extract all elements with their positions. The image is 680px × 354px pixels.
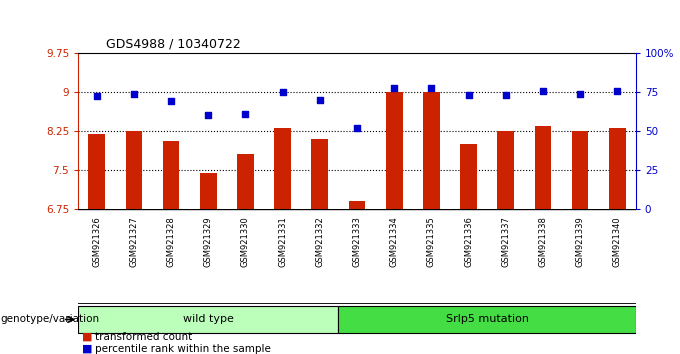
Point bbox=[203, 113, 214, 118]
Bar bbox=[274, 129, 291, 209]
Bar bbox=[349, 201, 365, 209]
Bar bbox=[572, 131, 588, 209]
Text: GSM921335: GSM921335 bbox=[427, 217, 436, 267]
Bar bbox=[460, 144, 477, 209]
Bar bbox=[534, 126, 551, 209]
Text: Srlp5 mutation: Srlp5 mutation bbox=[445, 314, 528, 324]
Text: GSM921329: GSM921329 bbox=[204, 217, 213, 267]
Point bbox=[500, 92, 511, 97]
Text: percentile rank within the sample: percentile rank within the sample bbox=[95, 344, 271, 354]
Point bbox=[575, 91, 585, 96]
Point bbox=[240, 111, 251, 117]
Text: genotype/variation: genotype/variation bbox=[0, 314, 99, 325]
Bar bbox=[609, 129, 626, 209]
Bar bbox=[78, 306, 339, 333]
Text: GSM921327: GSM921327 bbox=[129, 217, 139, 267]
Point bbox=[352, 126, 362, 131]
Bar bbox=[237, 154, 254, 209]
Bar bbox=[497, 131, 514, 209]
Point bbox=[612, 88, 623, 94]
Bar bbox=[339, 306, 636, 333]
Point bbox=[129, 91, 139, 96]
Bar bbox=[423, 92, 440, 209]
Point bbox=[463, 92, 474, 97]
Text: GSM921334: GSM921334 bbox=[390, 217, 398, 267]
Text: GSM921339: GSM921339 bbox=[575, 217, 585, 267]
Point bbox=[277, 89, 288, 95]
Bar bbox=[200, 172, 217, 209]
Text: GSM921340: GSM921340 bbox=[613, 217, 622, 267]
Text: ■: ■ bbox=[82, 332, 92, 342]
Text: GSM921337: GSM921337 bbox=[501, 217, 510, 267]
Text: GSM921338: GSM921338 bbox=[539, 217, 547, 267]
Text: GSM921332: GSM921332 bbox=[316, 217, 324, 267]
Text: GSM921333: GSM921333 bbox=[352, 217, 362, 267]
Point bbox=[537, 88, 548, 94]
Point bbox=[389, 85, 400, 91]
Point bbox=[91, 93, 102, 98]
Bar bbox=[88, 133, 105, 209]
Text: GDS4988 / 10340722: GDS4988 / 10340722 bbox=[106, 38, 241, 51]
Bar bbox=[311, 139, 328, 209]
Text: GSM921330: GSM921330 bbox=[241, 217, 250, 267]
Text: GSM921326: GSM921326 bbox=[92, 217, 101, 267]
Point bbox=[166, 98, 177, 104]
Point bbox=[314, 97, 325, 103]
Bar bbox=[126, 131, 142, 209]
Bar bbox=[163, 141, 180, 209]
Bar bbox=[386, 92, 403, 209]
Text: ■: ■ bbox=[82, 344, 92, 354]
Text: GSM921336: GSM921336 bbox=[464, 217, 473, 267]
Text: GSM921328: GSM921328 bbox=[167, 217, 175, 267]
Point bbox=[426, 85, 437, 91]
Text: wild type: wild type bbox=[183, 314, 234, 324]
Text: GSM921331: GSM921331 bbox=[278, 217, 287, 267]
Text: transformed count: transformed count bbox=[95, 332, 192, 342]
